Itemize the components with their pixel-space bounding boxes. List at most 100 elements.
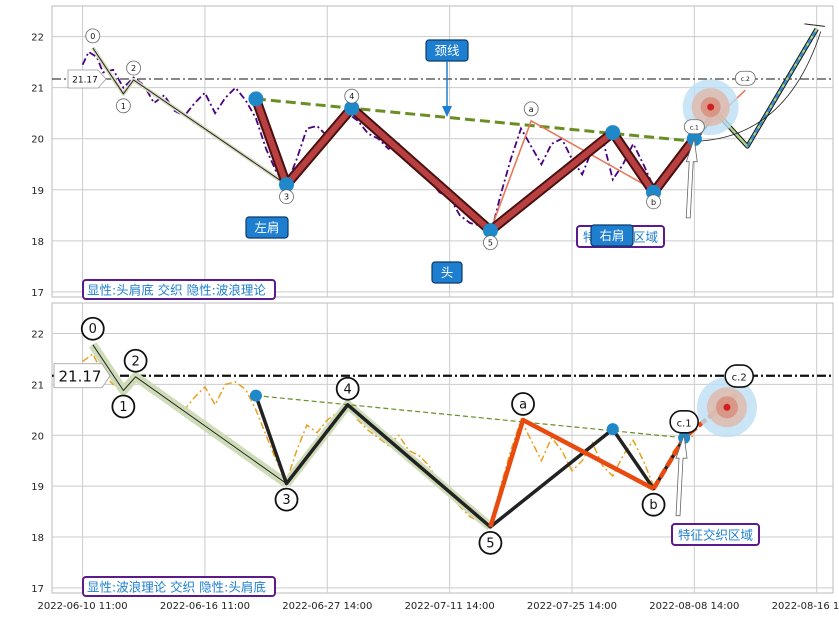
zone-arrow bbox=[675, 435, 688, 517]
y-tick-label: 21 bbox=[31, 84, 44, 95]
left-shoulder-label-box bbox=[245, 216, 289, 239]
legend-text: 显性:波浪理论 交织 隐性:头肩底 bbox=[87, 580, 266, 595]
wave-label-circle bbox=[669, 410, 699, 434]
target-arc bbox=[694, 31, 822, 142]
wave-label-circle bbox=[523, 101, 539, 117]
wave-label: 3 bbox=[282, 493, 290, 508]
pattern-node bbox=[248, 91, 264, 107]
wave-label-circle bbox=[80, 316, 105, 341]
wave-label-circle bbox=[111, 394, 136, 419]
left-shoulder-label: 左肩 bbox=[254, 220, 279, 235]
target-glow-center bbox=[707, 103, 715, 111]
right-shoulder-label: 右肩 bbox=[599, 228, 624, 243]
target-glow-center bbox=[723, 403, 731, 411]
wave-line-0-3 bbox=[92, 47, 287, 186]
wave-line-abc bbox=[489, 119, 654, 231]
x-tick-label: 2022-06-10 11:00 bbox=[38, 601, 128, 612]
legend-box bbox=[82, 576, 276, 597]
reference-tag bbox=[53, 363, 111, 389]
pattern-node bbox=[249, 389, 262, 402]
reference-label: 21.17 bbox=[72, 76, 98, 86]
projection-target-line bbox=[746, 28, 818, 148]
wave-label-circle bbox=[274, 487, 299, 512]
wave-label: 0 bbox=[90, 32, 95, 41]
zone-box bbox=[671, 523, 760, 546]
right-shoulder-label-box bbox=[590, 224, 634, 247]
neckline-pointer-head bbox=[442, 106, 452, 117]
wave-label-circle bbox=[344, 88, 360, 104]
wave-label-circle bbox=[126, 60, 141, 76]
wave-label: 3 bbox=[284, 193, 289, 202]
wave-label: 0 bbox=[89, 322, 97, 337]
x-tick-label: 2022-06-27 14:00 bbox=[282, 601, 372, 612]
y-tick-label: 22 bbox=[31, 330, 44, 341]
wave-label-circle bbox=[724, 364, 754, 388]
wave-label: c.1 bbox=[690, 125, 699, 132]
y-tick-label: 19 bbox=[31, 186, 44, 197]
wave-label-circle bbox=[646, 194, 661, 210]
wave-line-0-3 bbox=[92, 344, 287, 485]
x-tick-label: 2022-08-08 14:00 bbox=[649, 601, 739, 612]
head-label: 头 bbox=[441, 265, 454, 280]
pattern-node bbox=[344, 100, 360, 116]
wave-label-circle bbox=[115, 98, 131, 114]
y-tick-label: 17 bbox=[31, 584, 44, 595]
y-tick-label: 18 bbox=[31, 533, 44, 544]
wave-label-circle bbox=[483, 235, 498, 251]
y-tick-label: 20 bbox=[31, 431, 44, 442]
wave-label-circle bbox=[511, 392, 535, 416]
y-tick-label: 21 bbox=[31, 380, 44, 391]
head-label-box bbox=[431, 261, 463, 284]
wave-label: c.1 bbox=[677, 418, 692, 429]
wave-label: a bbox=[529, 105, 534, 114]
legend-box bbox=[82, 279, 276, 300]
wave-label: 1 bbox=[119, 400, 127, 415]
legend-text: 显性:头肩底 交织 隐性:波浪理论 bbox=[87, 283, 266, 298]
x-tick-label: 2022-07-25 14:00 bbox=[527, 601, 617, 612]
y-tick-label: 18 bbox=[31, 237, 44, 248]
target-tick bbox=[804, 23, 825, 27]
plot-area bbox=[51, 302, 834, 594]
wave-label-circle bbox=[335, 376, 360, 401]
wave-label: c.2 bbox=[741, 76, 750, 83]
wave-line-abc bbox=[488, 417, 655, 528]
neckline bbox=[255, 97, 695, 143]
bottom-panel: 17 18 19 20 21 22 0 1 2 3 4 5 a b c.1 c.2 21.17 显性:波浪理论 交… bbox=[31, 302, 834, 597]
neckline-label: 颈线 bbox=[434, 43, 460, 58]
pattern-node bbox=[606, 423, 619, 436]
wave-label: 4 bbox=[344, 382, 352, 397]
wave-label: 4 bbox=[349, 92, 354, 101]
y-tick-label: 19 bbox=[31, 482, 44, 493]
zone-label: 特征交织区域 bbox=[678, 528, 753, 543]
x-tick-label: 2022-06-16 11:00 bbox=[160, 601, 250, 612]
wave-label: 5 bbox=[486, 536, 494, 551]
wave-label: b bbox=[651, 198, 656, 207]
wave-label-circle bbox=[279, 189, 294, 205]
reference-tag bbox=[67, 69, 107, 89]
zone-arrow bbox=[685, 138, 698, 219]
wave-label: a bbox=[519, 398, 527, 413]
wave-label: 2 bbox=[131, 354, 139, 369]
y-tick-label: 17 bbox=[31, 288, 44, 299]
wave-label-circle bbox=[85, 28, 101, 44]
x-axis: 2022-06-10 11:00 2022-06-16 11:00 2022-06-… bbox=[38, 601, 839, 612]
wave-label: 2 bbox=[131, 64, 136, 73]
wave-label: 5 bbox=[488, 239, 493, 248]
x-tick-label: 2022-08-16 14:00 bbox=[772, 601, 839, 612]
reference-label: 21.17 bbox=[59, 367, 102, 385]
wave-label-circle bbox=[123, 348, 148, 373]
pattern-node bbox=[279, 177, 295, 193]
pattern-node bbox=[605, 125, 621, 141]
pattern-node bbox=[482, 223, 498, 239]
wave-label: 1 bbox=[121, 102, 126, 111]
wave-label: b bbox=[649, 498, 657, 513]
wave-label-circle bbox=[683, 119, 705, 135]
wave-label-circle bbox=[734, 70, 756, 86]
y-tick-label: 22 bbox=[31, 33, 44, 44]
x-tick-label: 2022-07-11 14:00 bbox=[405, 601, 495, 612]
wave-label: c.2 bbox=[732, 373, 747, 384]
y-tick-label: 20 bbox=[31, 135, 44, 146]
wave-label-circle bbox=[641, 492, 666, 517]
top-panel: 17 18 19 20 21 22 0 1 2 3 4 5 a b c.1 c.2 21.17 显性:头肩底 交织… bbox=[31, 5, 834, 300]
